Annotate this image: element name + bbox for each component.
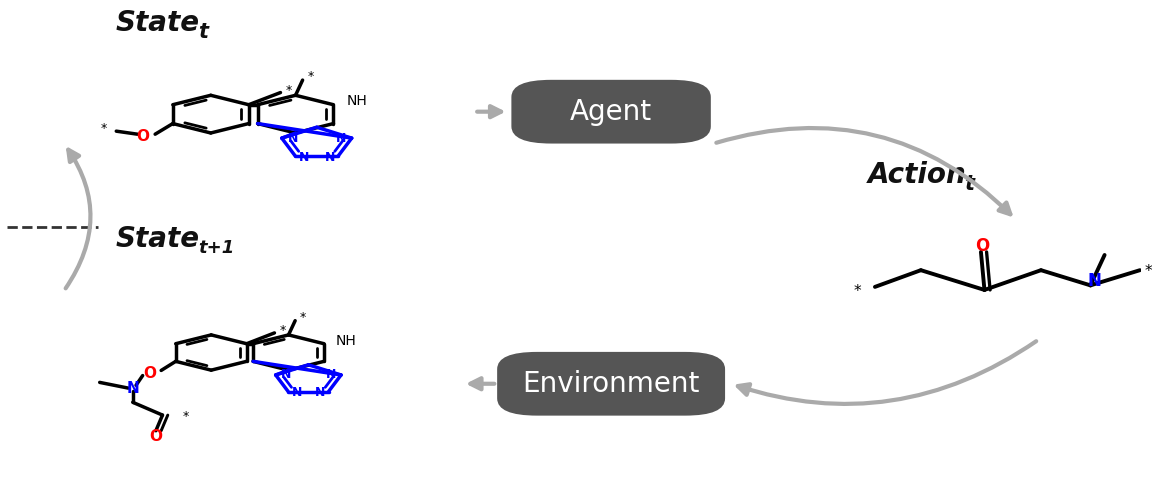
Text: N: N — [291, 387, 302, 399]
Text: N: N — [1087, 272, 1101, 290]
Text: State: State — [115, 225, 199, 253]
Text: N: N — [298, 151, 309, 164]
FancyBboxPatch shape — [498, 352, 725, 416]
Text: N: N — [325, 368, 335, 382]
Text: O: O — [136, 129, 149, 144]
Text: t+1: t+1 — [198, 239, 235, 257]
Text: t: t — [964, 174, 975, 194]
Text: Agent: Agent — [570, 98, 652, 126]
Text: N: N — [335, 132, 346, 144]
Text: N: N — [325, 151, 335, 164]
Text: *: * — [286, 84, 293, 97]
Text: O: O — [976, 237, 990, 255]
Text: Action: Action — [867, 161, 967, 189]
Text: *: * — [854, 284, 861, 299]
Text: t: t — [198, 22, 209, 42]
Text: *: * — [100, 122, 107, 135]
Text: N: N — [314, 387, 325, 399]
Text: *: * — [279, 324, 286, 337]
Text: *: * — [308, 70, 314, 83]
Text: *: * — [1145, 264, 1152, 279]
Text: NH: NH — [347, 94, 367, 108]
Text: State: State — [115, 9, 199, 37]
Text: N: N — [281, 368, 291, 382]
Text: Environment: Environment — [522, 370, 699, 398]
Text: NH: NH — [336, 334, 357, 348]
Text: O: O — [150, 429, 162, 445]
Text: N: N — [127, 381, 139, 396]
Text: O: O — [143, 366, 156, 381]
Text: *: * — [300, 311, 306, 324]
FancyBboxPatch shape — [511, 80, 711, 143]
Text: N: N — [288, 132, 298, 144]
Text: *: * — [182, 410, 189, 423]
